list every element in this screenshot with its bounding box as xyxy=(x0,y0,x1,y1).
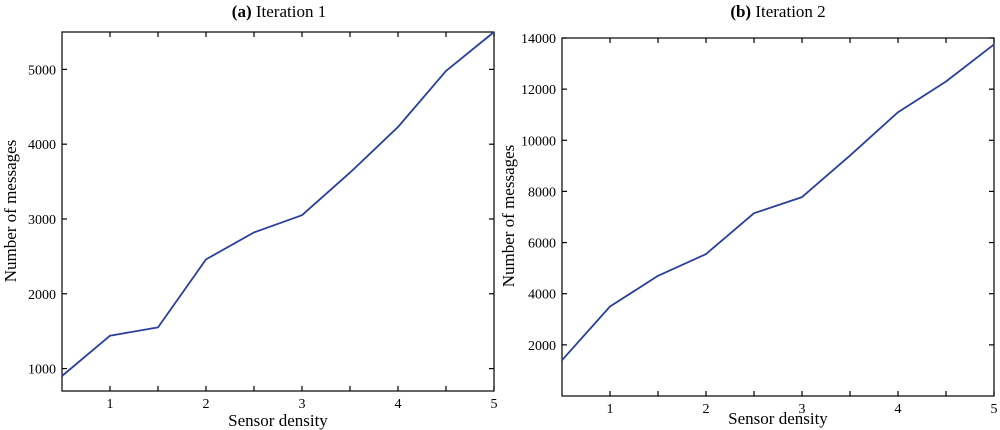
y-tick-label: 8000 xyxy=(528,185,556,200)
x-axis-label-b: Sensor density xyxy=(728,409,828,428)
chart-title-a: (a) Iteration 1 xyxy=(232,2,326,21)
y-axis-label-a: Number of messages xyxy=(1,140,20,283)
x-tick-label: 4 xyxy=(895,402,902,417)
x-tick-label: 1 xyxy=(107,397,114,412)
y-axis-label-b: Number of messages xyxy=(499,145,518,288)
chart-panel-b: (b) Iteration 2 1 2 3 4 5 2000 4000 6000 8000 100… xyxy=(499,2,998,428)
chart-title-text-b: Iteration 2 xyxy=(755,2,825,21)
x-axis-label-a: Sensor density xyxy=(228,411,328,430)
x-tick-label: 1 xyxy=(607,402,614,417)
x-tick-label: 3 xyxy=(799,402,806,417)
series-line-b-0 xyxy=(561,43,995,361)
x-tick-label: 3 xyxy=(299,397,306,412)
chart-title-tag-a: (a) xyxy=(232,2,252,21)
y-tick-label: 5000 xyxy=(28,63,56,78)
tick-group-a: 1 2 3 4 5 1000 2000 3000 4000 5000 xyxy=(28,32,498,412)
y-tick-label: 4000 xyxy=(528,288,556,303)
plot-frame-b xyxy=(561,37,995,397)
y-tick-label: 2000 xyxy=(528,339,556,354)
chart-title-tag-b: (b) xyxy=(730,2,751,21)
x-tick-label: 4 xyxy=(395,397,402,412)
x-tick-label: 2 xyxy=(203,397,210,412)
y-tick-label: 4000 xyxy=(28,138,56,153)
y-tick-label: 10000 xyxy=(521,134,556,149)
x-tick-label: 2 xyxy=(703,402,710,417)
plot-frame-a xyxy=(61,31,495,392)
chart-title-text-a: Iteration 1 xyxy=(256,2,326,21)
x-tick-label: 5 xyxy=(991,402,998,417)
series-line-a-0 xyxy=(61,31,495,377)
y-tick-label: 14000 xyxy=(521,32,556,47)
y-tick-label: 12000 xyxy=(521,83,556,98)
chart-panel-a: (a) Iteration 1 1 2 3 4 5 1000 2000 3000 4000 500… xyxy=(1,2,498,430)
x-tick-label: 5 xyxy=(491,397,498,412)
series-group-a xyxy=(61,31,495,377)
y-tick-label: 3000 xyxy=(28,213,56,228)
y-tick-label: 2000 xyxy=(28,288,56,303)
series-group-b xyxy=(561,43,995,361)
y-tick-label: 1000 xyxy=(28,363,56,378)
chart-title-b: (b) Iteration 2 xyxy=(730,2,825,21)
y-tick-label: 6000 xyxy=(528,237,556,252)
tick-group-b: 1 2 3 4 5 2000 4000 6000 8000 10000 12000 14000 xyxy=(521,32,998,417)
